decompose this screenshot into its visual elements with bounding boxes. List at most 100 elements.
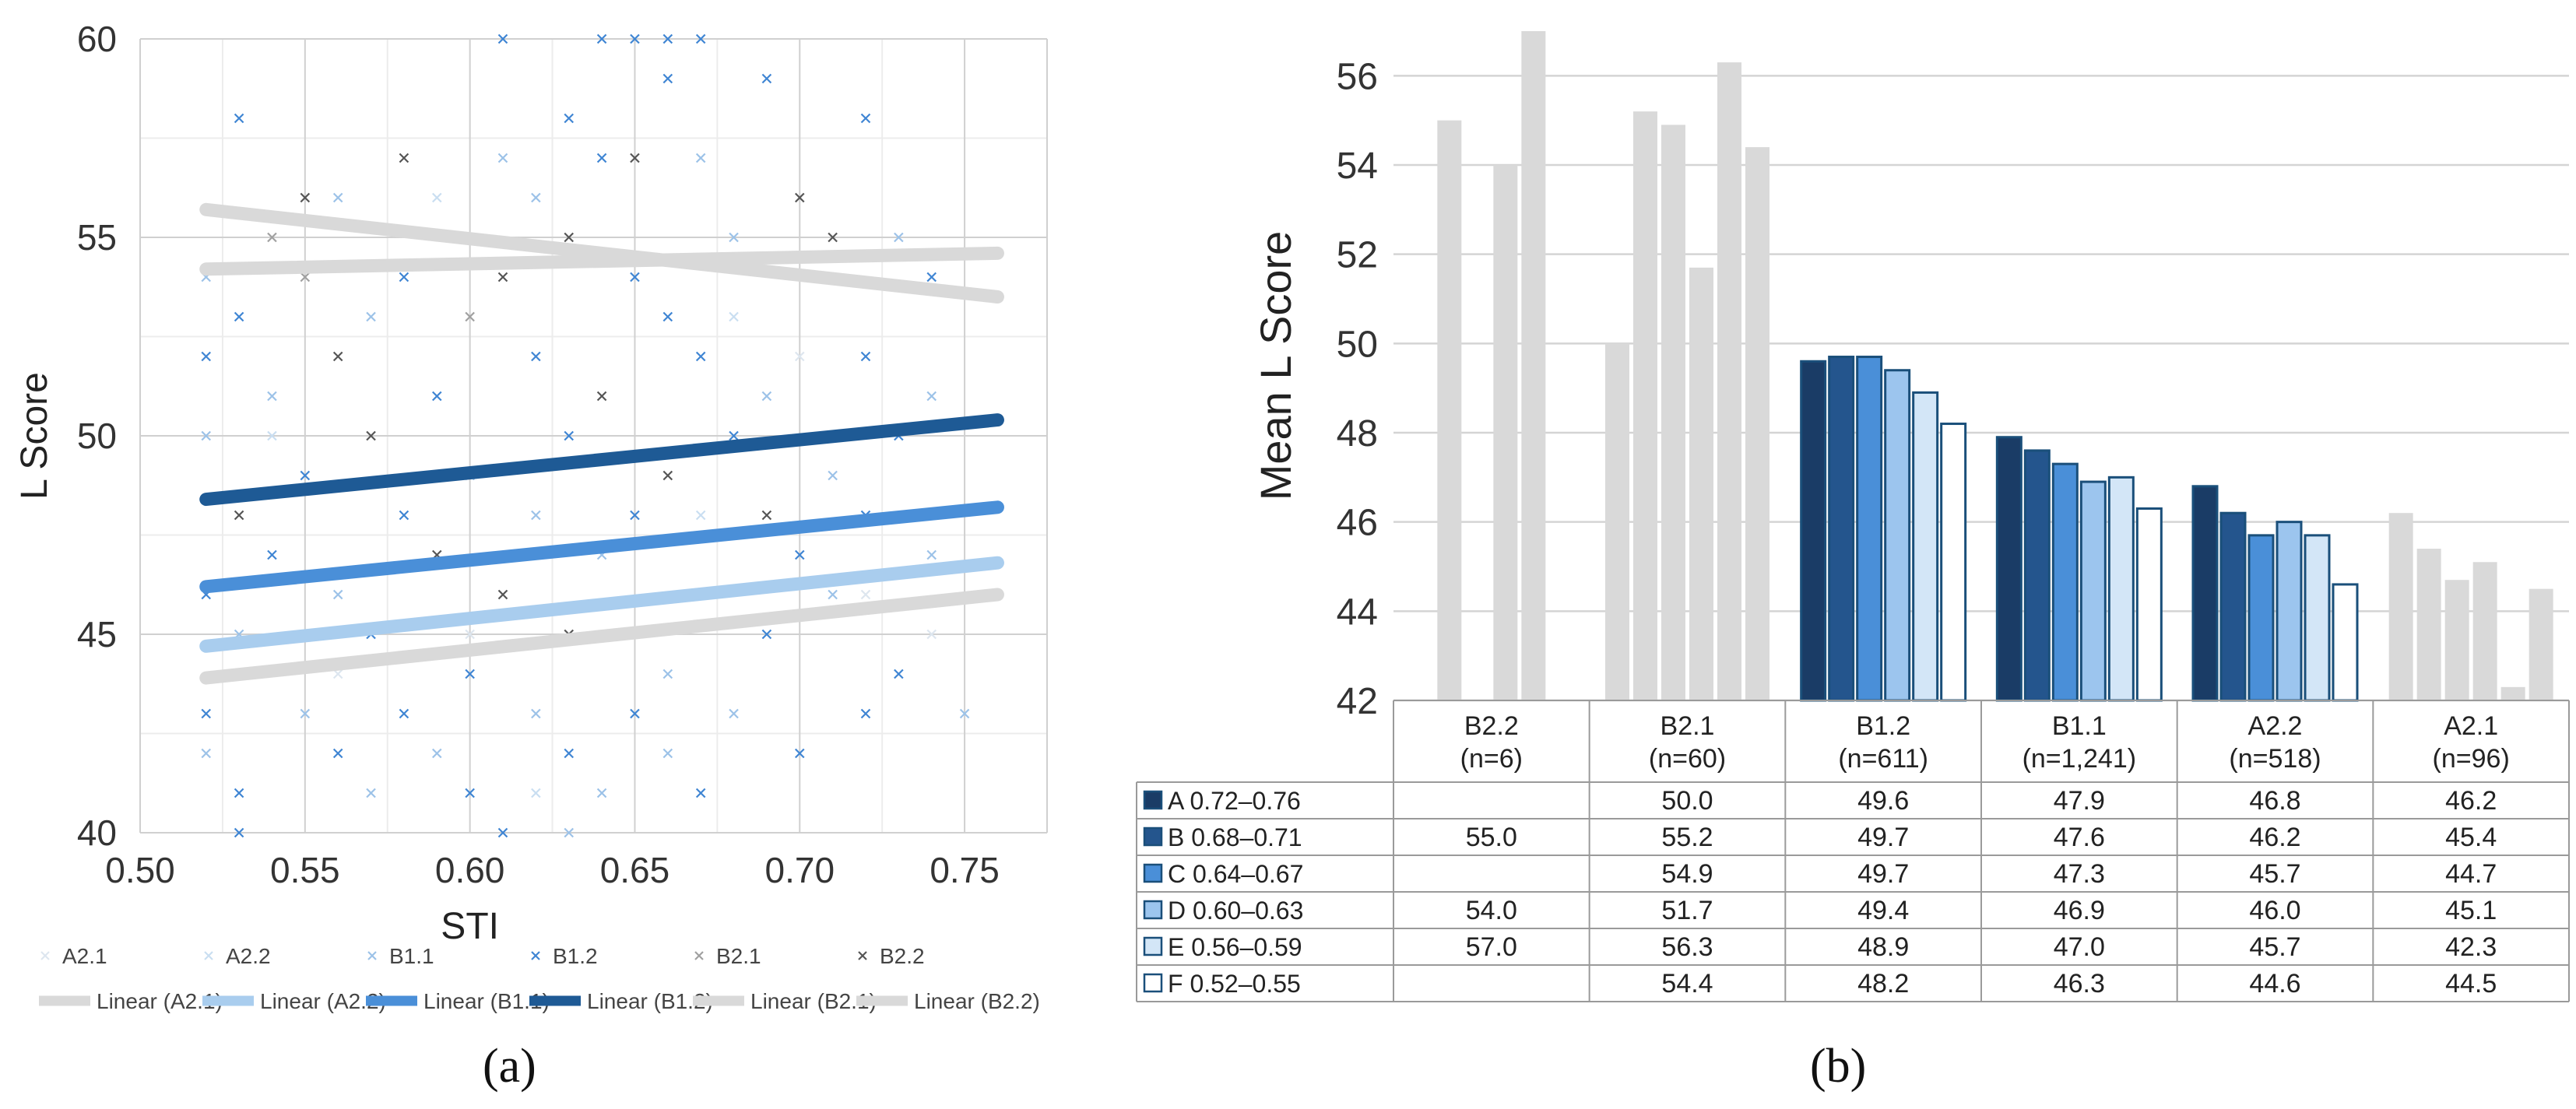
scatter-point [959, 708, 970, 719]
data-label: 56.3 [1661, 932, 1713, 962]
scatter-point [860, 351, 871, 362]
scatter-point [332, 589, 343, 600]
scatter-point [497, 33, 508, 44]
scatter-point [761, 391, 772, 402]
bar [2191, 485, 2219, 702]
scatter-point [630, 510, 640, 521]
scatter-point [596, 391, 607, 402]
scatter-point [267, 430, 277, 441]
bar [1717, 62, 1741, 701]
scatter-point [366, 311, 376, 322]
scatter-point [662, 669, 673, 679]
bar [2444, 580, 2469, 700]
bar [2472, 562, 2497, 700]
legend-label: B1.2 [553, 944, 598, 968]
scatter-point [926, 549, 937, 560]
scatter-point [399, 510, 409, 521]
scatter-point [794, 748, 805, 759]
category-label: A2.2 [2248, 711, 2303, 741]
scatter-point [465, 669, 475, 679]
bar [2332, 583, 2359, 702]
legend-label: Linear (B2.1) [750, 989, 877, 1013]
scatter-point [828, 589, 838, 600]
trendline [199, 202, 1004, 304]
x-tick-label: 0.60 [435, 850, 505, 890]
trendline [199, 556, 1004, 653]
scatter-point [332, 669, 343, 679]
scatter-point [794, 351, 805, 362]
y-tick-label: 54 [1337, 146, 1378, 187]
scatter-point [729, 311, 739, 322]
scatter-point [860, 589, 871, 600]
legend-label: A2.2 [226, 944, 271, 968]
bar [1800, 360, 1827, 702]
y-tick-label: 50 [77, 416, 117, 456]
bar [1437, 120, 1462, 700]
y-tick-label: 46 [1337, 503, 1378, 544]
scatter-point [564, 113, 575, 124]
panel-a-scatter-chart: 40 45 50 55 60 0.50 0.55 0.60 0.65 0.70 0.75 STI L S… [0, 0, 1105, 1039]
series-label: A 0.72–0.76 [1168, 787, 1301, 815]
y-axis-title: Mean L Score [1251, 231, 1300, 501]
data-label: 57.0 [1466, 932, 1517, 962]
data-label: 49.4 [1857, 896, 1909, 925]
scatter-point [596, 153, 607, 163]
bar [1521, 31, 1546, 700]
scatter-point [234, 827, 244, 838]
bar [2051, 462, 2079, 702]
scatter-point [531, 510, 541, 521]
bar [2079, 480, 2107, 702]
scatter-point [695, 153, 706, 163]
category-label: B2.1 [1661, 711, 1715, 741]
scatter-point [860, 113, 871, 124]
data-label: 50.0 [1661, 786, 1713, 816]
scatter-point [366, 788, 376, 798]
y-tick-label: 44 [1337, 591, 1378, 633]
scatter-point [399, 708, 409, 719]
data-label: 46.3 [2054, 969, 2105, 998]
category-count: (n=6) [1460, 744, 1523, 774]
category-count: (n=96) [2433, 744, 2510, 774]
y-axis-title: L Score [14, 372, 55, 500]
bar [1995, 436, 2022, 702]
scatter-point [926, 272, 937, 283]
y-tick-label: 56 [1337, 56, 1378, 97]
trendline [199, 413, 1004, 507]
legend-label: B1.1 [389, 944, 434, 968]
scatter-point [662, 33, 673, 44]
data-label: 54.9 [1661, 859, 1713, 889]
scatter-point [497, 272, 508, 283]
scatter-point [234, 311, 244, 322]
scatter-point [695, 788, 706, 798]
bar [1828, 356, 1855, 702]
scatter-point [201, 748, 212, 759]
scatter-point [662, 470, 673, 481]
scatter-point [596, 788, 607, 798]
data-label: 42.3 [2445, 932, 2497, 962]
bar [1856, 356, 1883, 702]
data-label: 45.7 [2249, 932, 2300, 962]
data-label: 45.7 [2249, 859, 2300, 889]
legend-marker [694, 951, 704, 960]
scatter-point [431, 748, 442, 759]
scatter-point [662, 73, 673, 84]
scatter-point [366, 430, 376, 441]
scatter-point [531, 708, 541, 719]
trendline [199, 500, 1004, 594]
scatter-point [234, 510, 244, 521]
data-label: 49.6 [1857, 786, 1909, 816]
scatter-point [267, 232, 277, 243]
legend-label: A2.1 [62, 944, 107, 968]
x-tick-label: 0.50 [105, 850, 175, 890]
data-label: 54.4 [1661, 969, 1713, 998]
trendline [199, 246, 1004, 276]
scatter-point [695, 510, 706, 521]
scatter-point [630, 272, 640, 283]
scatter-point [926, 391, 937, 402]
bar [1689, 267, 1713, 700]
scatter-point [761, 510, 772, 521]
scatter-point [894, 669, 904, 679]
bar [1633, 111, 1657, 700]
legend-label: Linear (B2.2) [914, 989, 1040, 1013]
data-label: 55.2 [1661, 823, 1713, 852]
